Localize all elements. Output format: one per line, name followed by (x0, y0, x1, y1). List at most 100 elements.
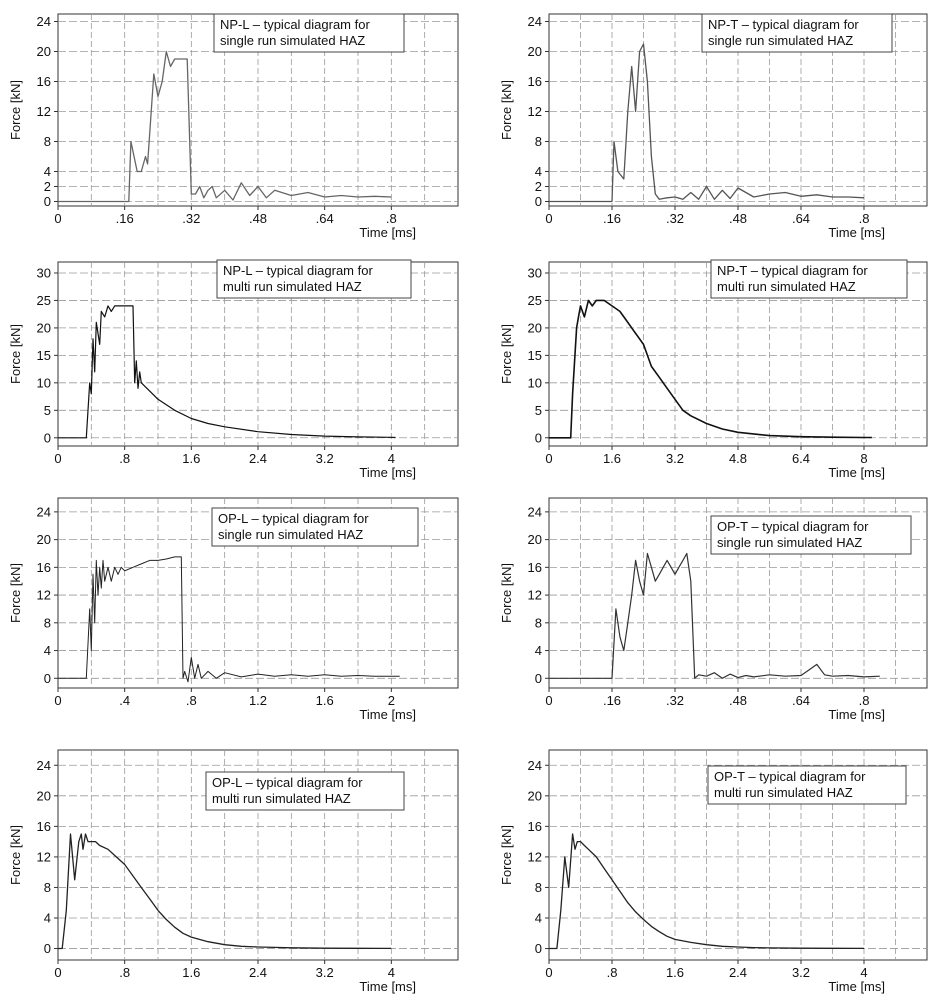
x-tick-label: 4 (860, 965, 867, 980)
x-tick-label: 0 (54, 965, 61, 980)
annotation-text: OP-T – typical diagram for (714, 769, 866, 784)
x-tick-label: .64 (792, 693, 810, 708)
y-tick-label: 12 (528, 588, 542, 603)
y-tick-label: 8 (44, 615, 51, 630)
annotation-text: NP-L – typical diagram for (220, 17, 370, 32)
y-tick-label: 20 (37, 788, 51, 803)
x-tick-label: .4 (119, 693, 130, 708)
y-tick-label: 30 (528, 265, 542, 280)
y-tick-label: 24 (528, 14, 542, 29)
force-time-curve (58, 833, 392, 950)
y-axis-label: Force [kN] (499, 80, 514, 140)
annotation-text: NP-L – typical diagram for (223, 263, 373, 278)
y-tick-label: 8 (535, 880, 542, 895)
y-tick-label: 4 (44, 911, 51, 926)
y-tick-label: 10 (37, 375, 51, 390)
x-tick-label: 2.4 (249, 965, 267, 980)
y-tick-label: 20 (37, 532, 51, 547)
y-tick-label: 16 (37, 560, 51, 575)
annotation-text: NP-T – typical diagram for (708, 17, 859, 32)
y-axis-label: Force [kN] (8, 563, 23, 623)
annotation-box (701, 13, 893, 53)
x-tick-label: 0 (545, 451, 552, 466)
y-tick-label: 12 (37, 104, 51, 119)
y-tick-label: 2 (44, 179, 51, 194)
y-tick-label: 24 (37, 14, 51, 29)
y-axis-label: Force [kN] (8, 324, 23, 384)
y-tick-label: 8 (44, 134, 51, 149)
x-tick-label: 0 (545, 211, 552, 226)
x-axis-label: Time [ms] (359, 465, 416, 480)
chart-np-t-multi-run: 0 1.6 3.2 4.8 6.4 8 0 5 10 15 20 25 30 Force [kN] Time… (499, 259, 928, 480)
y-axis-label: Force [kN] (8, 80, 23, 140)
y-tick-label: 2 (535, 179, 542, 194)
force-time-curve (58, 50, 392, 203)
x-tick-label: 0 (545, 693, 552, 708)
annotation-box (211, 507, 419, 547)
annotation-text: single run simulated HAZ (218, 527, 363, 542)
x-tick-label: .8 (607, 965, 618, 980)
x-tick-label: 3.2 (792, 965, 810, 980)
annotation-text: OP-L – typical diagram for (212, 775, 363, 790)
y-tick-label: 16 (528, 819, 542, 834)
x-tick-label: 1.6 (182, 965, 200, 980)
x-tick-label: .16 (603, 693, 621, 708)
y-tick-label: 0 (535, 430, 542, 445)
x-tick-label: 2.4 (729, 965, 747, 980)
x-tick-label: 4.8 (729, 451, 747, 466)
x-tick-label: .32 (182, 211, 200, 226)
y-tick-label: 20 (528, 44, 542, 59)
annotation-text: NP-T – typical diagram for (717, 263, 868, 278)
force-time-curve (549, 299, 872, 439)
x-tick-label: 4 (388, 451, 395, 466)
y-tick-label: 15 (528, 348, 542, 363)
annotation-text: multi run simulated HAZ (212, 791, 351, 806)
y-tick-label: 0 (44, 671, 51, 686)
y-axis-label: Force [kN] (8, 825, 23, 885)
y-tick-label: 16 (528, 74, 542, 89)
y-tick-label: 4 (44, 643, 51, 658)
x-tick-label: .48 (729, 211, 747, 226)
y-tick-label: 4 (535, 164, 542, 179)
y-tick-label: 20 (37, 320, 51, 335)
x-tick-label: 3.2 (316, 965, 334, 980)
x-tick-label: .16 (603, 211, 621, 226)
y-tick-label: 30 (37, 265, 51, 280)
x-axis-label: Time [ms] (828, 225, 885, 240)
y-tick-label: 25 (37, 293, 51, 308)
x-tick-label: 3.2 (316, 451, 334, 466)
y-tick-label: 0 (535, 941, 542, 956)
y-tick-label: 8 (44, 880, 51, 895)
x-tick-label: .32 (666, 211, 684, 226)
x-tick-label: .16 (116, 211, 134, 226)
force-time-curve (549, 552, 880, 679)
x-tick-label: .8 (186, 693, 197, 708)
x-tick-label: 8 (860, 451, 867, 466)
x-tick-label: 0 (54, 693, 61, 708)
x-tick-label: .48 (729, 693, 747, 708)
y-tick-label: 16 (37, 74, 51, 89)
force-time-curve (549, 833, 865, 950)
y-tick-label: 24 (37, 758, 51, 773)
y-tick-label: 12 (528, 104, 542, 119)
x-tick-label: .32 (666, 693, 684, 708)
x-axis-label: Time [ms] (828, 979, 885, 994)
y-tick-label: 24 (528, 758, 542, 773)
y-tick-label: 20 (528, 788, 542, 803)
y-tick-label: 4 (535, 643, 542, 658)
y-tick-label: 5 (535, 403, 542, 418)
force-time-curve (58, 556, 400, 683)
x-tick-label: 0 (54, 451, 61, 466)
x-tick-label: 1.2 (249, 693, 267, 708)
y-tick-label: 10 (528, 375, 542, 390)
y-tick-label: 20 (528, 532, 542, 547)
x-axis-label: Time [ms] (359, 707, 416, 722)
x-tick-label: .48 (249, 211, 267, 226)
x-axis-label: Time [ms] (828, 707, 885, 722)
x-tick-label: 1.6 (316, 693, 334, 708)
x-axis-label: Time [ms] (359, 979, 416, 994)
annotation-text: OP-T – typical diagram for (717, 519, 869, 534)
